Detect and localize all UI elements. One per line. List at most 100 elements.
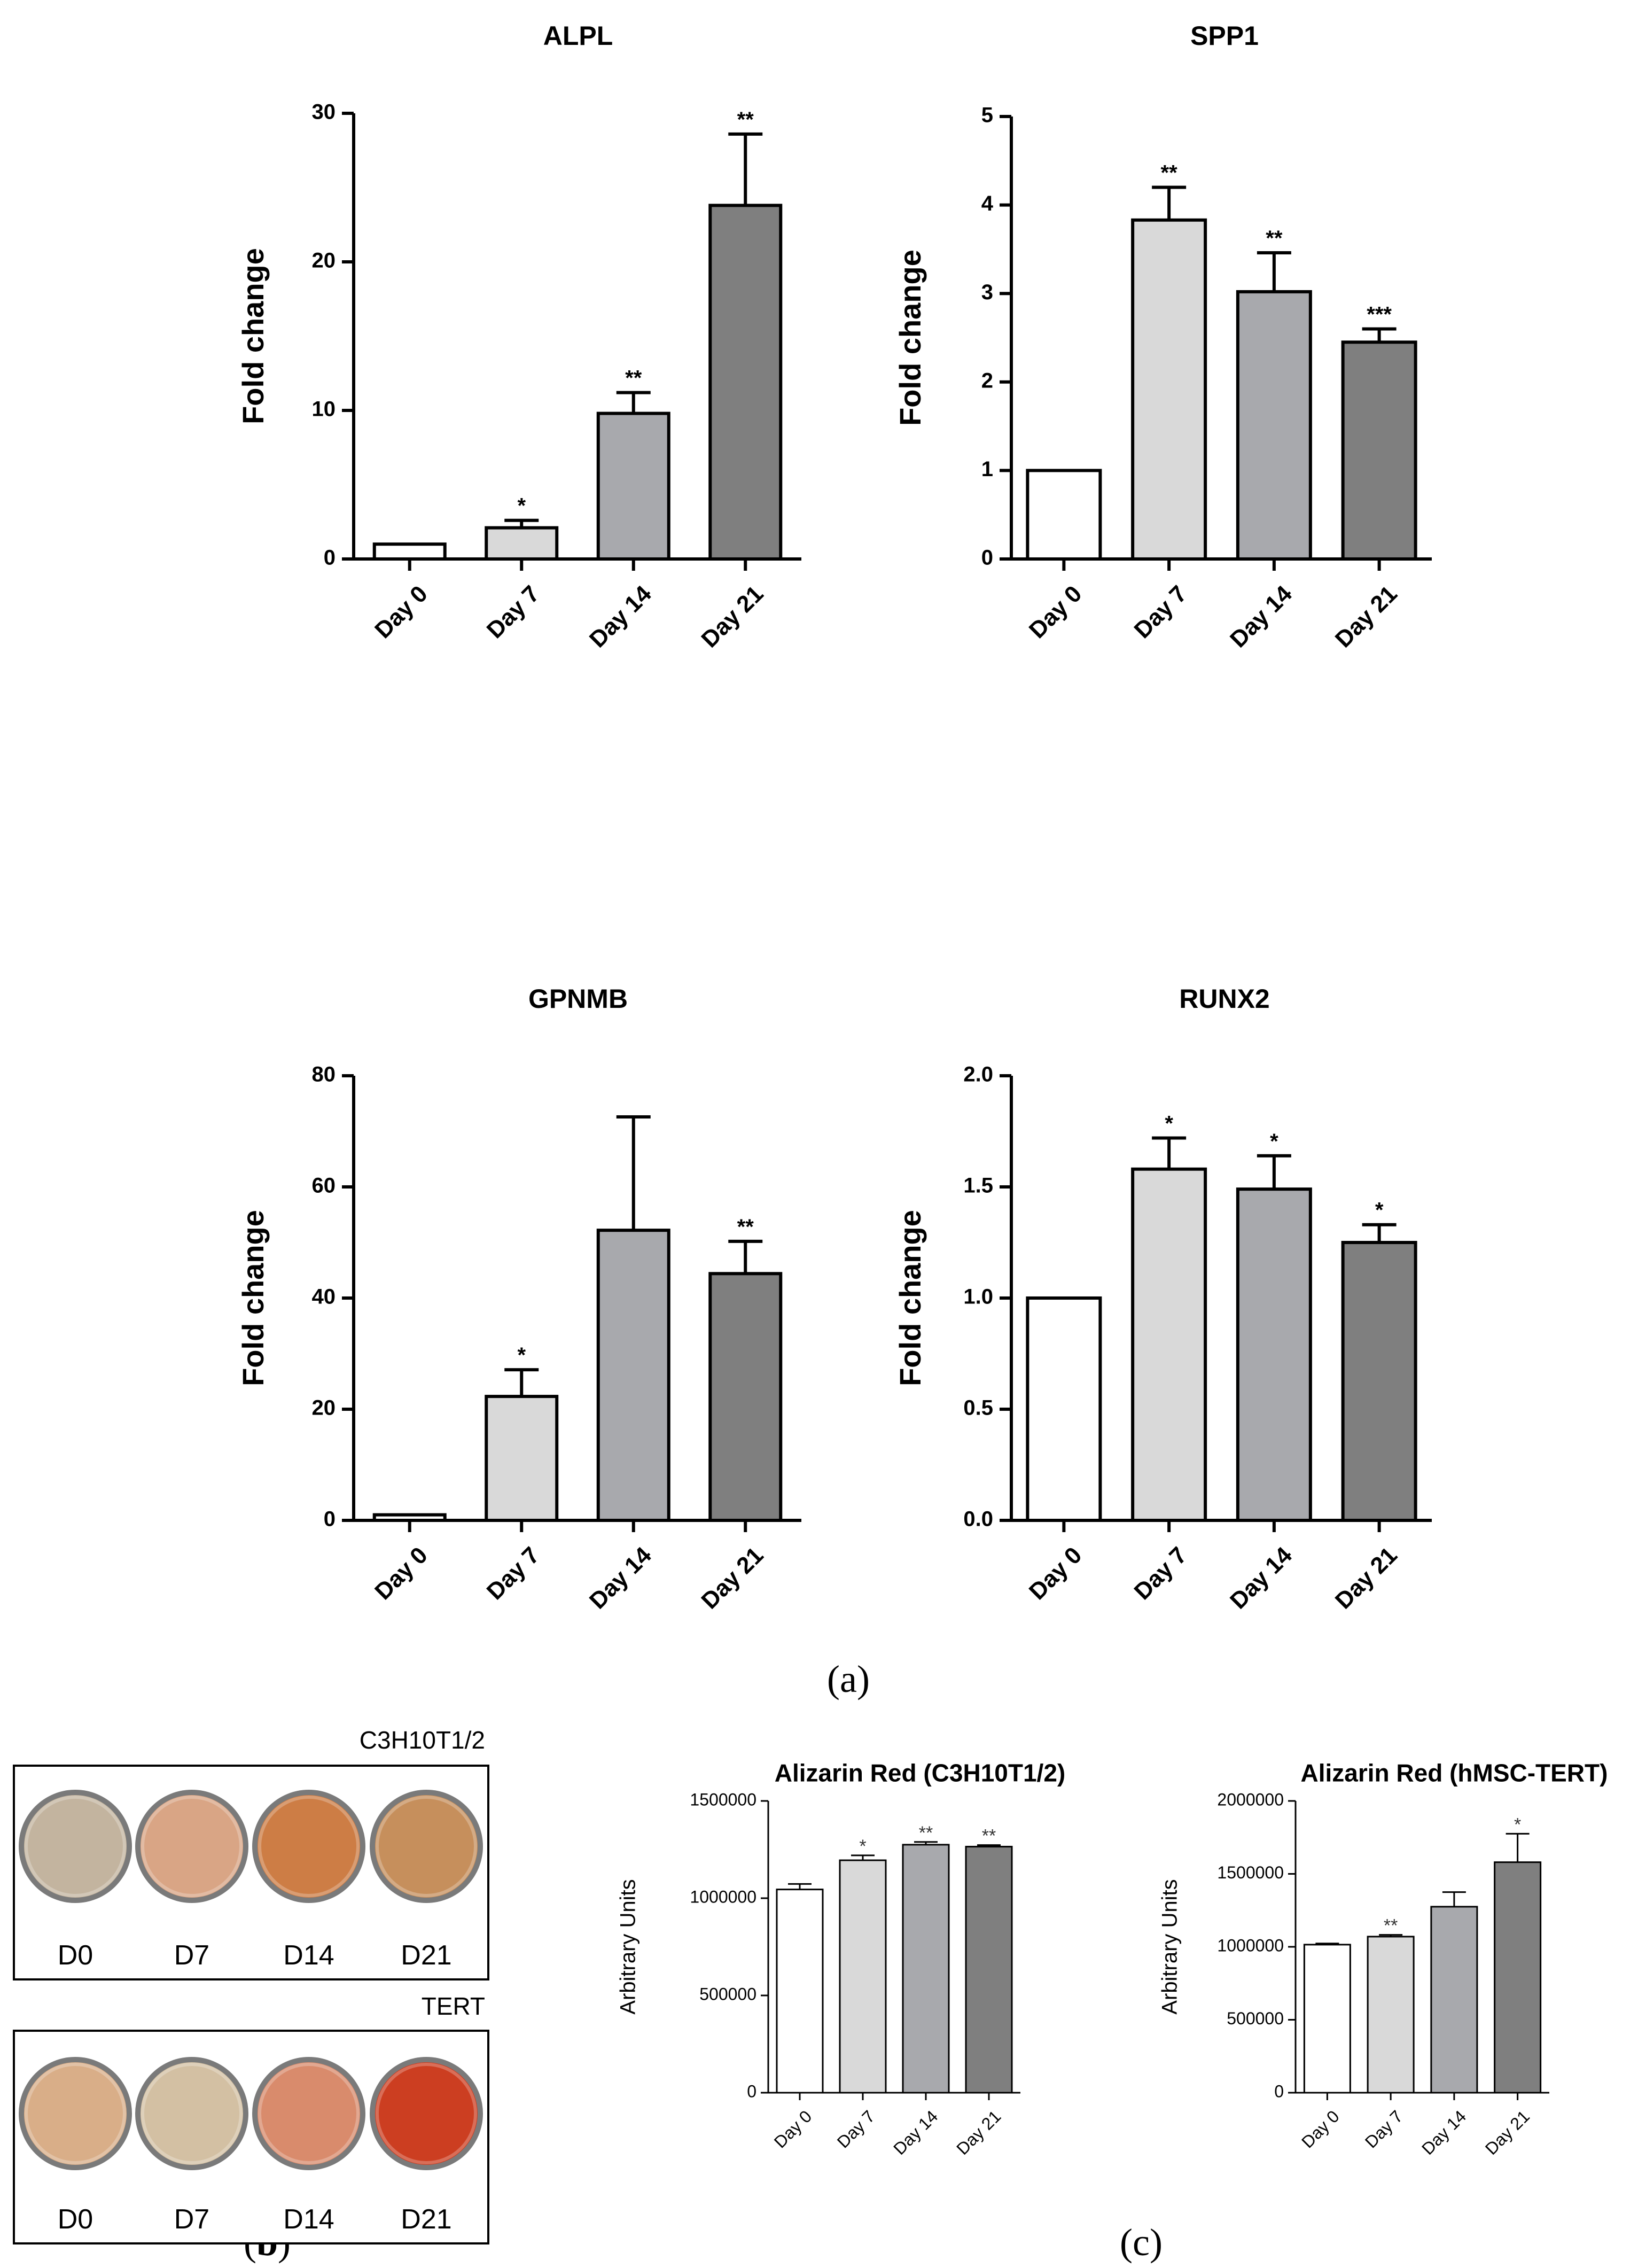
top-well-d0 — [24, 1795, 127, 1898]
ar_c3h-bar-day-7 — [839, 1859, 887, 2094]
ar_c3h-significance: ** — [919, 1823, 933, 1843]
ar_c3h-y-tick-label: 1000000 — [690, 1887, 756, 1906]
runx2-y-tick-label: 0.5 — [963, 1396, 993, 1420]
runx2-y-tick-label: 1.5 — [963, 1174, 993, 1198]
top-well-label: D21 — [401, 1940, 451, 1971]
ar_hmsc-category-label: Day 7 — [1361, 2107, 1407, 2152]
ar_c3h-ylabel: Arbitrary Units — [617, 1879, 640, 2014]
ar_c3h-category-label: Day 14 — [890, 2107, 941, 2158]
ar_hmsc-category-label: Day 14 — [1418, 2107, 1470, 2158]
ar_hmsc-ylabel: Arbitrary Units — [1158, 1879, 1182, 2014]
ar_c3h-y-tick-label: 500000 — [699, 1984, 756, 2003]
bottom-well-label: D21 — [401, 2204, 451, 2235]
top-well-highlight — [141, 1796, 243, 1897]
spp1-category-label: Day 7 — [1129, 580, 1192, 643]
alpl-y-tick-label: 10 — [312, 398, 336, 421]
runx2-y-tick-label: 0.0 — [963, 1508, 993, 1531]
alpl-y-tick-label: 30 — [312, 100, 336, 124]
bottom-well-highlight — [141, 2063, 243, 2164]
alpl-significance: ** — [625, 367, 642, 390]
spp1-bar-day-7 — [1131, 218, 1207, 561]
bottom-well-d0 — [24, 2062, 127, 2165]
gpnmb-y-tick-label: 60 — [312, 1174, 336, 1198]
gpnmb-bar-day-0 — [372, 1513, 447, 1523]
bottom-well-label: D0 — [58, 2204, 93, 2235]
ar_hmsc-bar-day-14 — [1430, 1906, 1478, 2094]
runx2-category-label: Day 14 — [1225, 1542, 1297, 1614]
runx2-category-label: Day 21 — [1330, 1542, 1402, 1614]
spp1-significance: *** — [1367, 302, 1392, 326]
alpl-y-tick-label: 0 — [324, 546, 336, 570]
ar_c3h-y-tick-label: 0 — [747, 2081, 756, 2101]
runx2-significance: * — [1375, 1199, 1384, 1222]
gpnmb-significance: * — [517, 1343, 526, 1367]
ar_c3h-bar-day-0 — [776, 1889, 824, 2094]
ar_hmsc-significance: ** — [1384, 1916, 1398, 1936]
bottom-well-d21 — [375, 2062, 478, 2165]
spp1-y-tick-label: 1 — [981, 457, 993, 481]
gpnmb-bar-day-7 — [485, 1395, 559, 1523]
gpnmb-category-label: Day 7 — [482, 1542, 545, 1605]
ar_hmsc-y-tick-label: 500000 — [1227, 2009, 1284, 2028]
runx2-ylabel: Fold change — [893, 1210, 927, 1386]
staining-top-label: C3H10T1/2 — [360, 1726, 485, 1754]
spp1-ylabel: Fold change — [893, 250, 927, 426]
gpnmb-category-label: Day 14 — [584, 1542, 657, 1614]
runx2-y-tick-label: 2.0 — [963, 1063, 993, 1086]
gpnmb-y-tick-label: 40 — [312, 1285, 336, 1309]
panel-label-a: (a) — [827, 1658, 870, 1700]
ar_c3h-significance: * — [859, 1836, 866, 1857]
spp1-chart: SPP1 Fold change 0 1 2 3 4 5 Day 0 ** Day 7 ** Day 1… — [893, 21, 1432, 653]
runx2-bar-day-7 — [1131, 1167, 1207, 1522]
gpnmb-category-label: Day 21 — [696, 1542, 768, 1614]
spp1-bar-day-14 — [1236, 290, 1312, 561]
alpl-category-label: Day 0 — [370, 580, 433, 643]
alpl-category-label: Day 7 — [482, 580, 545, 643]
alpl-category-label: Day 14 — [584, 580, 657, 653]
ar_hmsc-bar-day-7 — [1367, 1936, 1415, 2094]
runx2-category-label: Day 7 — [1129, 1542, 1192, 1605]
panel-label-c: (c) — [1120, 2221, 1163, 2264]
alpl-category-label: Day 21 — [696, 580, 768, 653]
ar_hmsc-category-label: Day 21 — [1481, 2107, 1533, 2158]
ar_c3h-chart: Alizarin Red (C3H10T1/2) Arbitrary Units 0… — [617, 1759, 1066, 2158]
runx2-chart: RUNX2 Fold change 0.0 0.5 1.0 1.5 2.0 Day 0 * Day… — [893, 984, 1432, 1614]
ar_c3h-y-tick-label: 1500000 — [690, 1790, 756, 1809]
spp1-y-tick-label: 4 — [981, 192, 994, 215]
gpnmb-bar-day-14 — [596, 1229, 670, 1523]
top-well-d7 — [141, 1795, 243, 1898]
gpnmb-y-tick-label: 80 — [312, 1063, 336, 1086]
ar_c3h-category-label: Day 0 — [770, 2107, 816, 2152]
gpnmb-bar-day-21 — [708, 1272, 783, 1522]
bottom-well-highlight — [376, 2063, 477, 2164]
bottom-well-d7 — [141, 2062, 243, 2165]
ar_hmsc-y-tick-label: 1500000 — [1217, 1863, 1284, 1882]
bottom-well-label: D14 — [283, 2204, 334, 2235]
alpl-bar-day-7 — [485, 526, 559, 561]
bottom-well-highlight — [25, 2063, 126, 2164]
alpl-bar-day-14 — [596, 411, 670, 561]
top-well-d21 — [375, 1795, 478, 1898]
top-well-label: D14 — [283, 1940, 334, 1971]
ar_c3h-bar-day-14 — [902, 1844, 950, 2094]
top-well-highlight — [258, 1796, 360, 1897]
ar_hmsc-title: Alizarin Red (hMSC-TERT) — [1301, 1759, 1608, 1787]
ar_hmsc-significance: * — [1514, 1814, 1521, 1835]
bottom-well-label: D7 — [174, 2204, 209, 2235]
ar_hmsc-y-tick-label: 1000000 — [1217, 1936, 1284, 1955]
alpl-bar-day-21 — [708, 204, 783, 561]
alpl-bar-day-0 — [372, 542, 447, 561]
gpnmb-chart: GPNMB Fold change 0 20 40 60 80 Day 0 * Day 7 Day … — [236, 984, 801, 1614]
spp1-y-tick-label: 0 — [981, 546, 993, 570]
runx2-significance: * — [1270, 1130, 1278, 1153]
spp1-category-label: Day 0 — [1024, 580, 1087, 643]
top-well-d14 — [258, 1795, 360, 1898]
gpnmb-y-tick-label: 0 — [324, 1508, 336, 1531]
spp1-significance: ** — [1266, 227, 1283, 250]
top-well-label: D7 — [174, 1940, 209, 1971]
gpnmb-category-label: Day 0 — [370, 1542, 433, 1605]
spp1-y-tick-label: 5 — [981, 104, 993, 127]
spp1-bar-day-21 — [1341, 340, 1417, 561]
runx2-bar-day-21 — [1341, 1241, 1417, 1522]
